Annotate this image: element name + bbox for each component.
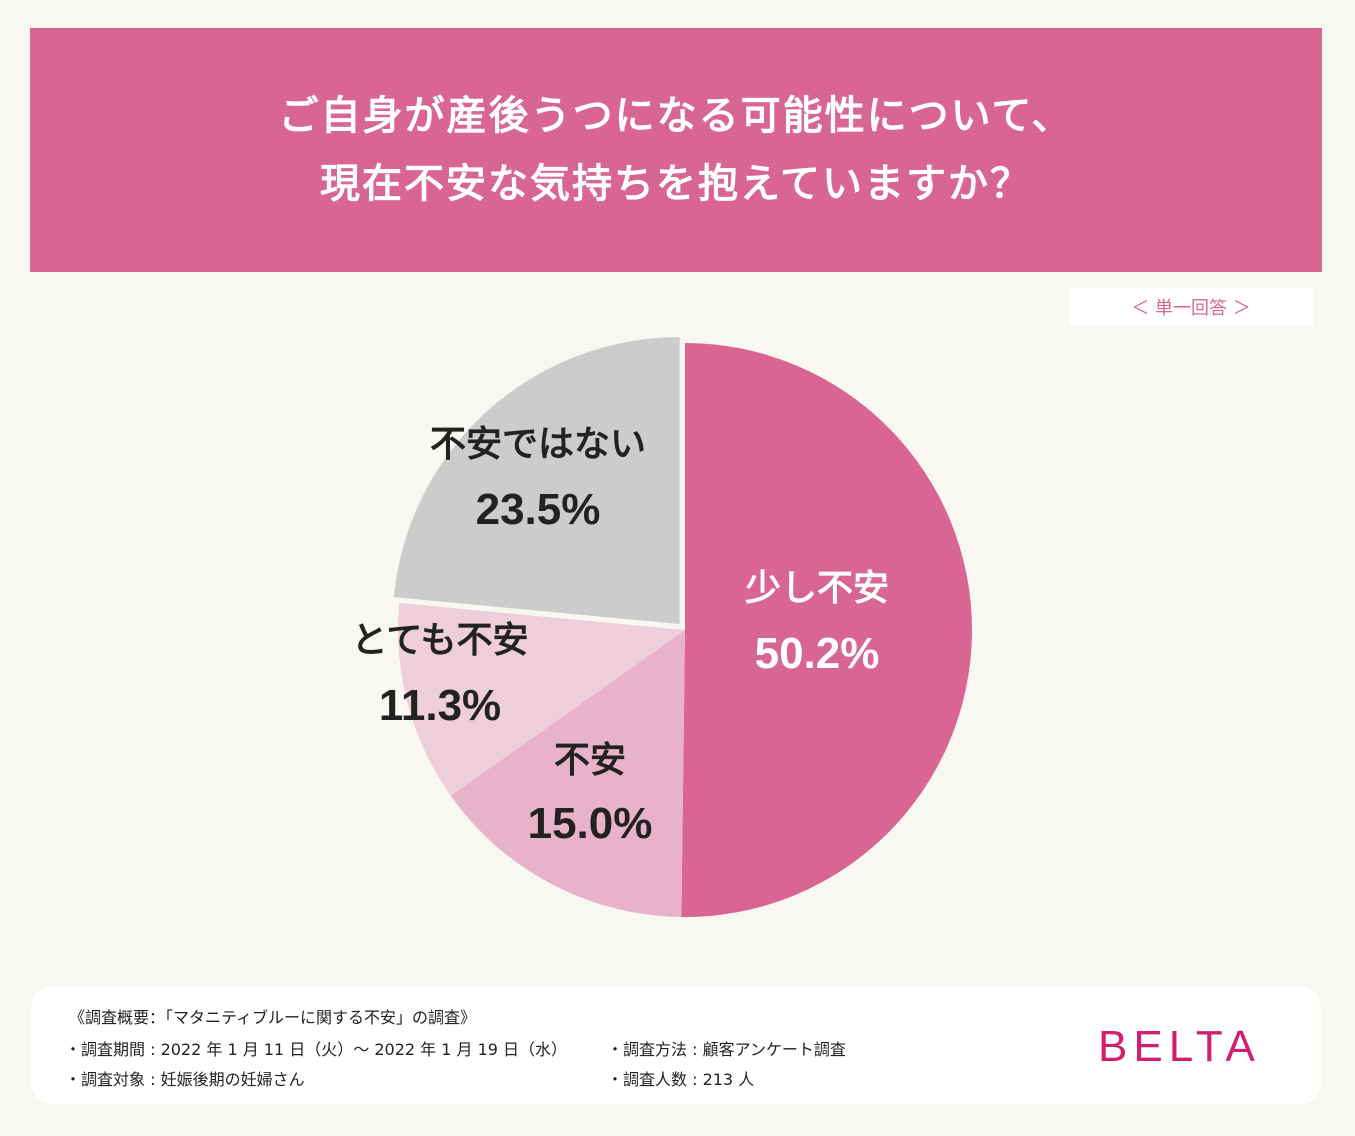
survey-period: ・調査期間 : 2022 年 1 月 11 日（火）～ 2022 年 1 月 1… xyxy=(65,1040,568,1059)
pie-slice-1 xyxy=(450,630,685,917)
survey-target: ・調査対象 : 妊娠後期の妊婦さん xyxy=(65,1070,305,1089)
survey-count: ・調査人数 : 213 人 xyxy=(607,1070,755,1089)
slice-label-2: とても不安 xyxy=(351,620,528,661)
survey-heading: 《調査概要：「マタニティブルーに関する不安」の調査》 xyxy=(69,1008,477,1027)
slice-label-3: 不安ではない xyxy=(430,424,646,465)
pie-slice-2 xyxy=(397,602,685,796)
slice-value-1: 15.0% xyxy=(528,799,653,848)
slice-value-0: 50.2% xyxy=(755,629,880,678)
slice-label-0: 少し不安 xyxy=(745,568,889,609)
belta-logo: BELTA xyxy=(1098,1022,1261,1071)
slice-value-3: 23.5% xyxy=(476,485,601,534)
pie-slice-3 xyxy=(393,337,680,625)
survey-summary-box: 《調査概要：「マタニティブルーに関する不安」の調査》 ・調査期間 : 2022 … xyxy=(31,986,1321,1104)
pie-slice-0 xyxy=(681,343,972,918)
slice-value-2: 11.3% xyxy=(379,681,501,730)
title-banner: ご自身が産後うつになる可能性について、 現在不安な気持ちを抱えていますか？ xyxy=(30,28,1322,272)
title-line-1: ご自身が産後うつになる可能性について、 xyxy=(278,92,1074,139)
answer-type-badge: ＜ 単一回答 ＞ xyxy=(1069,288,1313,326)
slice-label-1: 不安 xyxy=(554,740,626,781)
survey-method: ・調査方法 : 顧客アンケート調査 xyxy=(607,1040,846,1059)
title-line-2: 現在不安な気持ちを抱えていますか？ xyxy=(320,160,1032,207)
